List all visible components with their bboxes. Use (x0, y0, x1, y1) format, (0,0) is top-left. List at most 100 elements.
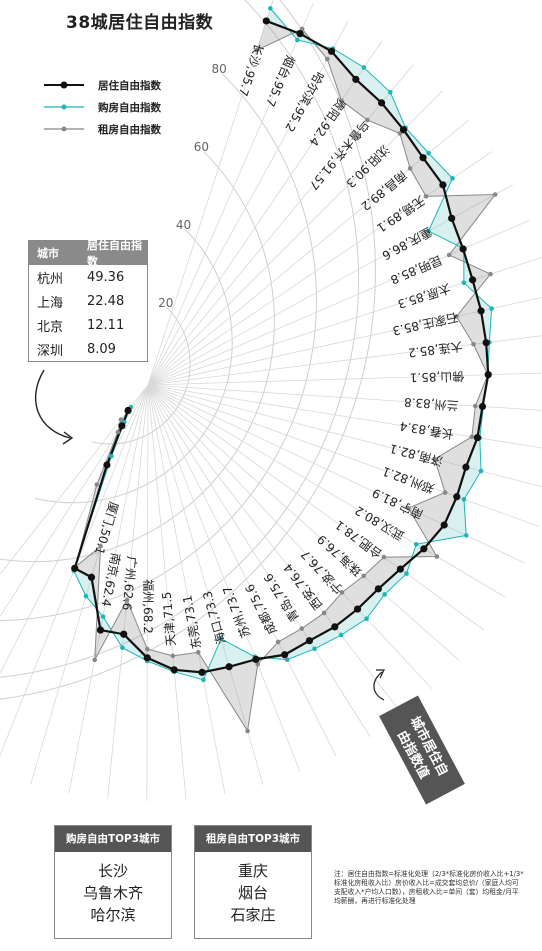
table-arrow-icon (35, 369, 74, 445)
bottom-cities-table: 城市 居住自由指数 杭州 49.36 上海 22.48 北京 12.11 深圳 8.09 (28, 239, 148, 362)
city-value-label: 长春,83.4 (399, 419, 455, 441)
city-value-label: 天津,71.5 (159, 591, 178, 647)
grid-spoke (147, 384, 540, 527)
series-point (327, 47, 336, 55)
grid-spoke (147, 384, 542, 488)
series-point (115, 429, 121, 435)
city-value-label: 福州,68.2 (141, 579, 156, 634)
callout-badge: 城市居住自 由指数值 (379, 695, 465, 805)
series-point (388, 89, 393, 95)
grid-spoke (0, 384, 149, 757)
chart-lines (71, 6, 498, 734)
grid-spoke (147, 384, 433, 690)
table-row: 上海 22.48 (29, 289, 147, 313)
legend-label-live: 居住自由指数 (98, 79, 161, 92)
city-value-label: 佛山,85.1 (410, 369, 465, 385)
series-point (83, 593, 89, 599)
series-point (423, 194, 429, 199)
series-point (96, 626, 105, 634)
series-line (73, 19, 490, 674)
series-point (296, 30, 304, 38)
grid-spoke (147, 384, 371, 737)
rent-top3-box: 租房自由TOP3城市 重庆 烟台 石家庄 (194, 825, 312, 939)
grid-spoke (30, 384, 149, 785)
buy-top3-city: 乌鲁木齐 (82, 884, 143, 902)
series-point (331, 623, 339, 631)
series-point (124, 406, 132, 415)
grid-arc (0, 0, 376, 700)
grid-spoke (147, 384, 301, 773)
grid-spoke (147, 0, 274, 386)
legend-item-live: 居住自由指数 (44, 74, 161, 96)
tick-label: 80 (211, 62, 226, 76)
series-point (477, 307, 485, 315)
table-cell-value: 8.09 (87, 341, 116, 357)
callout-arrow-icon (373, 669, 385, 701)
city-value-label: 济南,82.1 (388, 441, 445, 469)
series-point (118, 417, 124, 422)
tick-label: 60 (194, 140, 209, 154)
series-point (352, 75, 360, 83)
series-point (473, 434, 482, 442)
series-point (321, 610, 327, 616)
grid-spoke (147, 384, 187, 800)
grid-spoke (147, 90, 443, 386)
city-value-label: 广州,62.6 (120, 555, 139, 611)
legend-label-rent: 租房自由指数 (98, 123, 161, 136)
series-point (262, 17, 270, 25)
tick-label: 20 (158, 296, 173, 310)
buy-top3-city: 长沙 (97, 862, 128, 880)
series-point (275, 639, 281, 645)
grid-spoke (146, 384, 149, 801)
grid-spoke (147, 40, 383, 386)
grid-spoke (147, 384, 460, 662)
series-point (396, 565, 404, 573)
series-point (252, 655, 260, 663)
series-point (454, 314, 459, 319)
tick-label: 40 (176, 218, 191, 232)
series-point (426, 228, 431, 234)
grid-spoke (147, 335, 542, 386)
table-cell-value: 12.11 (87, 317, 125, 333)
grid-spoke (147, 384, 525, 564)
series-point (284, 657, 290, 663)
series-point (489, 306, 494, 311)
series-point (463, 533, 469, 538)
series-point (413, 542, 419, 547)
series-point (255, 661, 261, 667)
series-point (461, 497, 467, 502)
legend-label-buy: 购房自由指数 (98, 101, 161, 114)
series-point (492, 192, 498, 197)
series-point (478, 402, 487, 411)
series-point (459, 245, 467, 253)
series-line (74, 28, 497, 733)
legend-item-rent: 租房自由指数 (44, 118, 161, 140)
grid-spoke (68, 384, 149, 794)
series-point (338, 632, 344, 638)
grid-spoke (147, 64, 414, 386)
series-point (419, 154, 427, 162)
grid-spoke (147, 384, 542, 411)
series-point (170, 666, 178, 674)
series-point (365, 117, 370, 123)
footnote: 注：居住自由指数=标准化处理（2/3*标准化房价收入比+1/3*标准化房租收入比… (334, 870, 524, 905)
series-point (281, 651, 289, 659)
series-point (124, 597, 130, 603)
series-point (453, 493, 461, 501)
city-value-label: 南京,62.4 (99, 552, 124, 608)
series-point (94, 482, 100, 487)
series-point (103, 461, 111, 469)
grid-spoke (147, 372, 542, 386)
series-point (198, 668, 206, 676)
series-point (87, 573, 96, 581)
series-point (407, 166, 413, 171)
series-point (268, 6, 273, 11)
legend-swatch-live (44, 81, 84, 89)
series-point (426, 150, 431, 156)
grid-spoke (147, 384, 264, 785)
series-point (324, 56, 330, 62)
grid-spoke (147, 3, 314, 386)
table-cell-city: 上海 (37, 295, 64, 311)
series-point (461, 280, 467, 286)
